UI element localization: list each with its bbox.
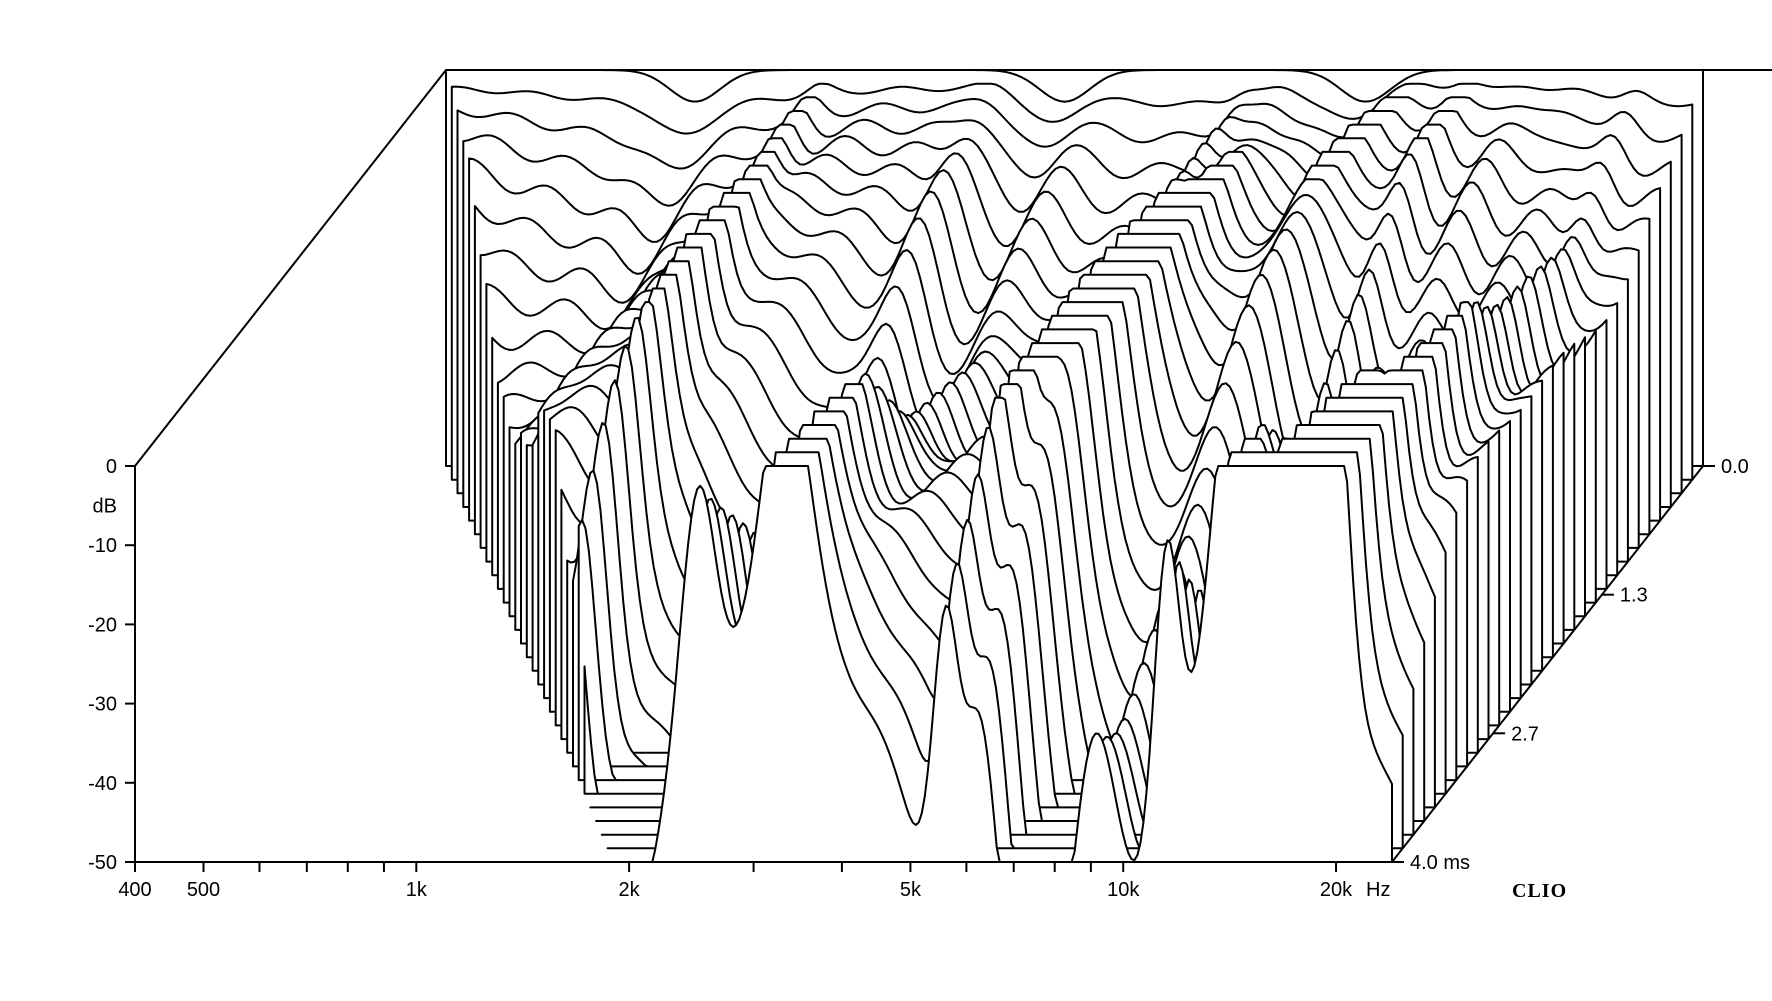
y-axis-label: dB — [93, 496, 117, 518]
y-tick-label: -10 — [88, 535, 117, 557]
x-tick-label-5k: 5k — [900, 879, 922, 901]
clio-brand-label: CLIO — [1512, 880, 1567, 902]
x-unit-label: Hz — [1366, 879, 1390, 901]
axes: 400 500 1k 2k 5k 10k 20k Hz 0 -10 -20 -30 -40 -50 dB 0.… — [88, 456, 1749, 901]
y-tick-label: -40 — [88, 773, 117, 795]
x-tick-label-400: 400 — [118, 879, 151, 901]
y-tick-label: -50 — [88, 852, 117, 874]
y-tick-label: -20 — [88, 614, 117, 636]
z-tick-label: 2.7 — [1511, 723, 1539, 745]
x-tick-label-10k: 10k — [1107, 879, 1140, 901]
z-tick-label: 4.0 ms — [1410, 852, 1470, 874]
x-tick-label-500: 500 — [187, 879, 220, 901]
frame-left-diagonal — [134, 69, 447, 467]
waterfall-slices — [445, 69, 1704, 863]
y-tick-label: 0 — [106, 456, 117, 478]
z-tick-label: 0.0 — [1721, 456, 1749, 478]
y-tick-label: -30 — [88, 694, 117, 716]
x-tick-label-20k: 20k — [1320, 879, 1353, 901]
waterfall-slice-29 — [612, 465, 1393, 863]
z-axis-line — [1391, 465, 1704, 863]
x-tick-label-2k: 2k — [619, 879, 641, 901]
z-tick-label: 1.3 — [1620, 585, 1648, 607]
x-tick-label-1k: 1k — [406, 879, 428, 901]
